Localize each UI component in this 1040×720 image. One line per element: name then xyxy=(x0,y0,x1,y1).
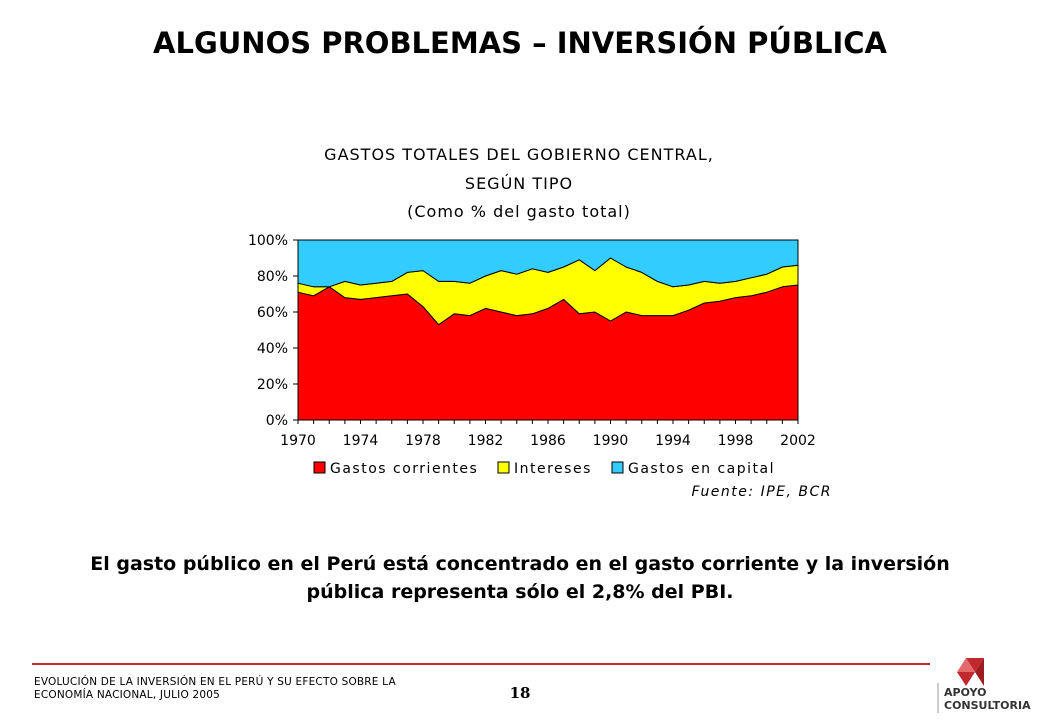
legend-swatch-2 xyxy=(611,461,624,474)
page-number: 18 xyxy=(509,684,531,702)
legend-label-2: Gastos en capital xyxy=(628,461,775,477)
footer-caption: EVOLUCIÓN DE LA INVERSIÓN EN EL PERÚ Y S… xyxy=(34,676,464,702)
x-axis: 1970 1974 1978 1982 1986 1990 1994 1998 2002 xyxy=(280,419,816,449)
x-tick-label: 1974 xyxy=(343,433,379,449)
logo-word-2: CONSULTORIA xyxy=(944,699,1031,712)
legend-label-0: Gastos corrientes xyxy=(330,461,478,477)
x-tick-label: 1998 xyxy=(718,433,754,449)
footer-divider xyxy=(32,663,930,665)
y-tick-label: 80% xyxy=(257,269,288,285)
y-axis: 0% 20% 40% 60% 80% 100% xyxy=(248,233,299,429)
apoyo-logo-icon xyxy=(937,658,984,713)
x-tick-label: 1982 xyxy=(468,433,504,449)
chart-title-line-2: SEGÚN TIPO xyxy=(465,174,573,193)
conclusion-line-1: El gasto público en el Perú está concent… xyxy=(90,553,950,575)
y-tick-label: 20% xyxy=(257,377,288,393)
footer-line-2: ECONOMÍA NACIONAL, JULIO 2005 xyxy=(34,689,220,701)
chart-title-line-1: GASTOS TOTALES DEL GOBIERNO CENTRAL, xyxy=(324,145,714,164)
conclusion-text: El gasto público en el Perú está concent… xyxy=(20,550,1020,606)
x-tick-label: 1994 xyxy=(655,433,691,449)
legend-label-1: Intereses xyxy=(514,461,592,477)
x-tick-label: 1990 xyxy=(593,433,629,449)
x-tick-label: 1970 xyxy=(280,433,316,449)
chart-source: Fuente: IPE, BCR xyxy=(691,484,832,500)
logo-word-1: APOYO xyxy=(944,686,987,699)
plot-area xyxy=(297,239,799,421)
x-tick-label: 1986 xyxy=(530,433,566,449)
y-tick-label: 100% xyxy=(248,233,288,249)
chart-title: GASTOS TOTALES DEL GOBIERNO CENTRAL, SEG… xyxy=(324,145,714,221)
chart-title-line-3: (Como % del gasto total) xyxy=(407,202,631,221)
y-tick-label: 40% xyxy=(257,341,288,357)
legend-swatch-0 xyxy=(313,461,326,474)
footer-line-1: EVOLUCIÓN DE LA INVERSIÓN EN EL PERÚ Y S… xyxy=(34,676,396,688)
y-tick-label: 0% xyxy=(266,413,288,429)
x-tick-label: 1978 xyxy=(405,433,441,449)
y-tick-label: 60% xyxy=(257,305,288,321)
slide-title: ALGUNOS PROBLEMAS – INVERSIÓN PÚBLICA xyxy=(153,26,887,60)
x-tick-label: 2002 xyxy=(780,433,816,449)
conclusion-line-2: pública representa sólo el 2,8% del PBI. xyxy=(306,581,734,603)
legend-swatch-1 xyxy=(497,461,510,474)
legend: Gastos corrientes Intereses Gastos en capi… xyxy=(313,461,775,477)
